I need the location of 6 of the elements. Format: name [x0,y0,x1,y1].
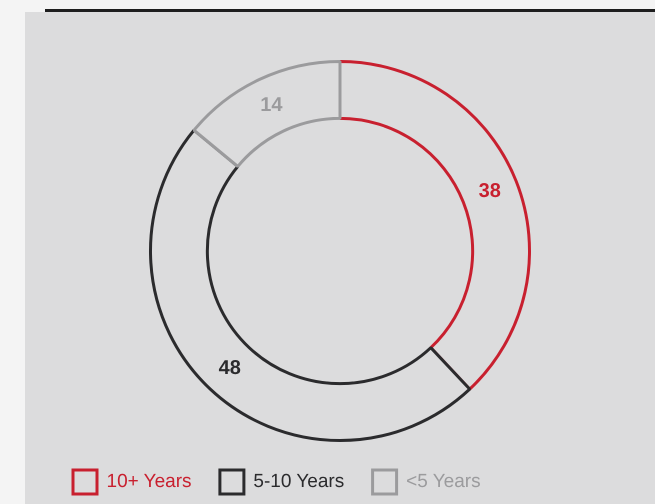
legend-label: <5 Years [406,471,481,492]
legend-label: 10+ Years [106,471,192,492]
data-label: 14 [260,94,284,116]
legend-label: 5-10 Years [253,471,344,492]
data-label: 38 [478,180,501,202]
data-label: 48 [218,356,241,379]
